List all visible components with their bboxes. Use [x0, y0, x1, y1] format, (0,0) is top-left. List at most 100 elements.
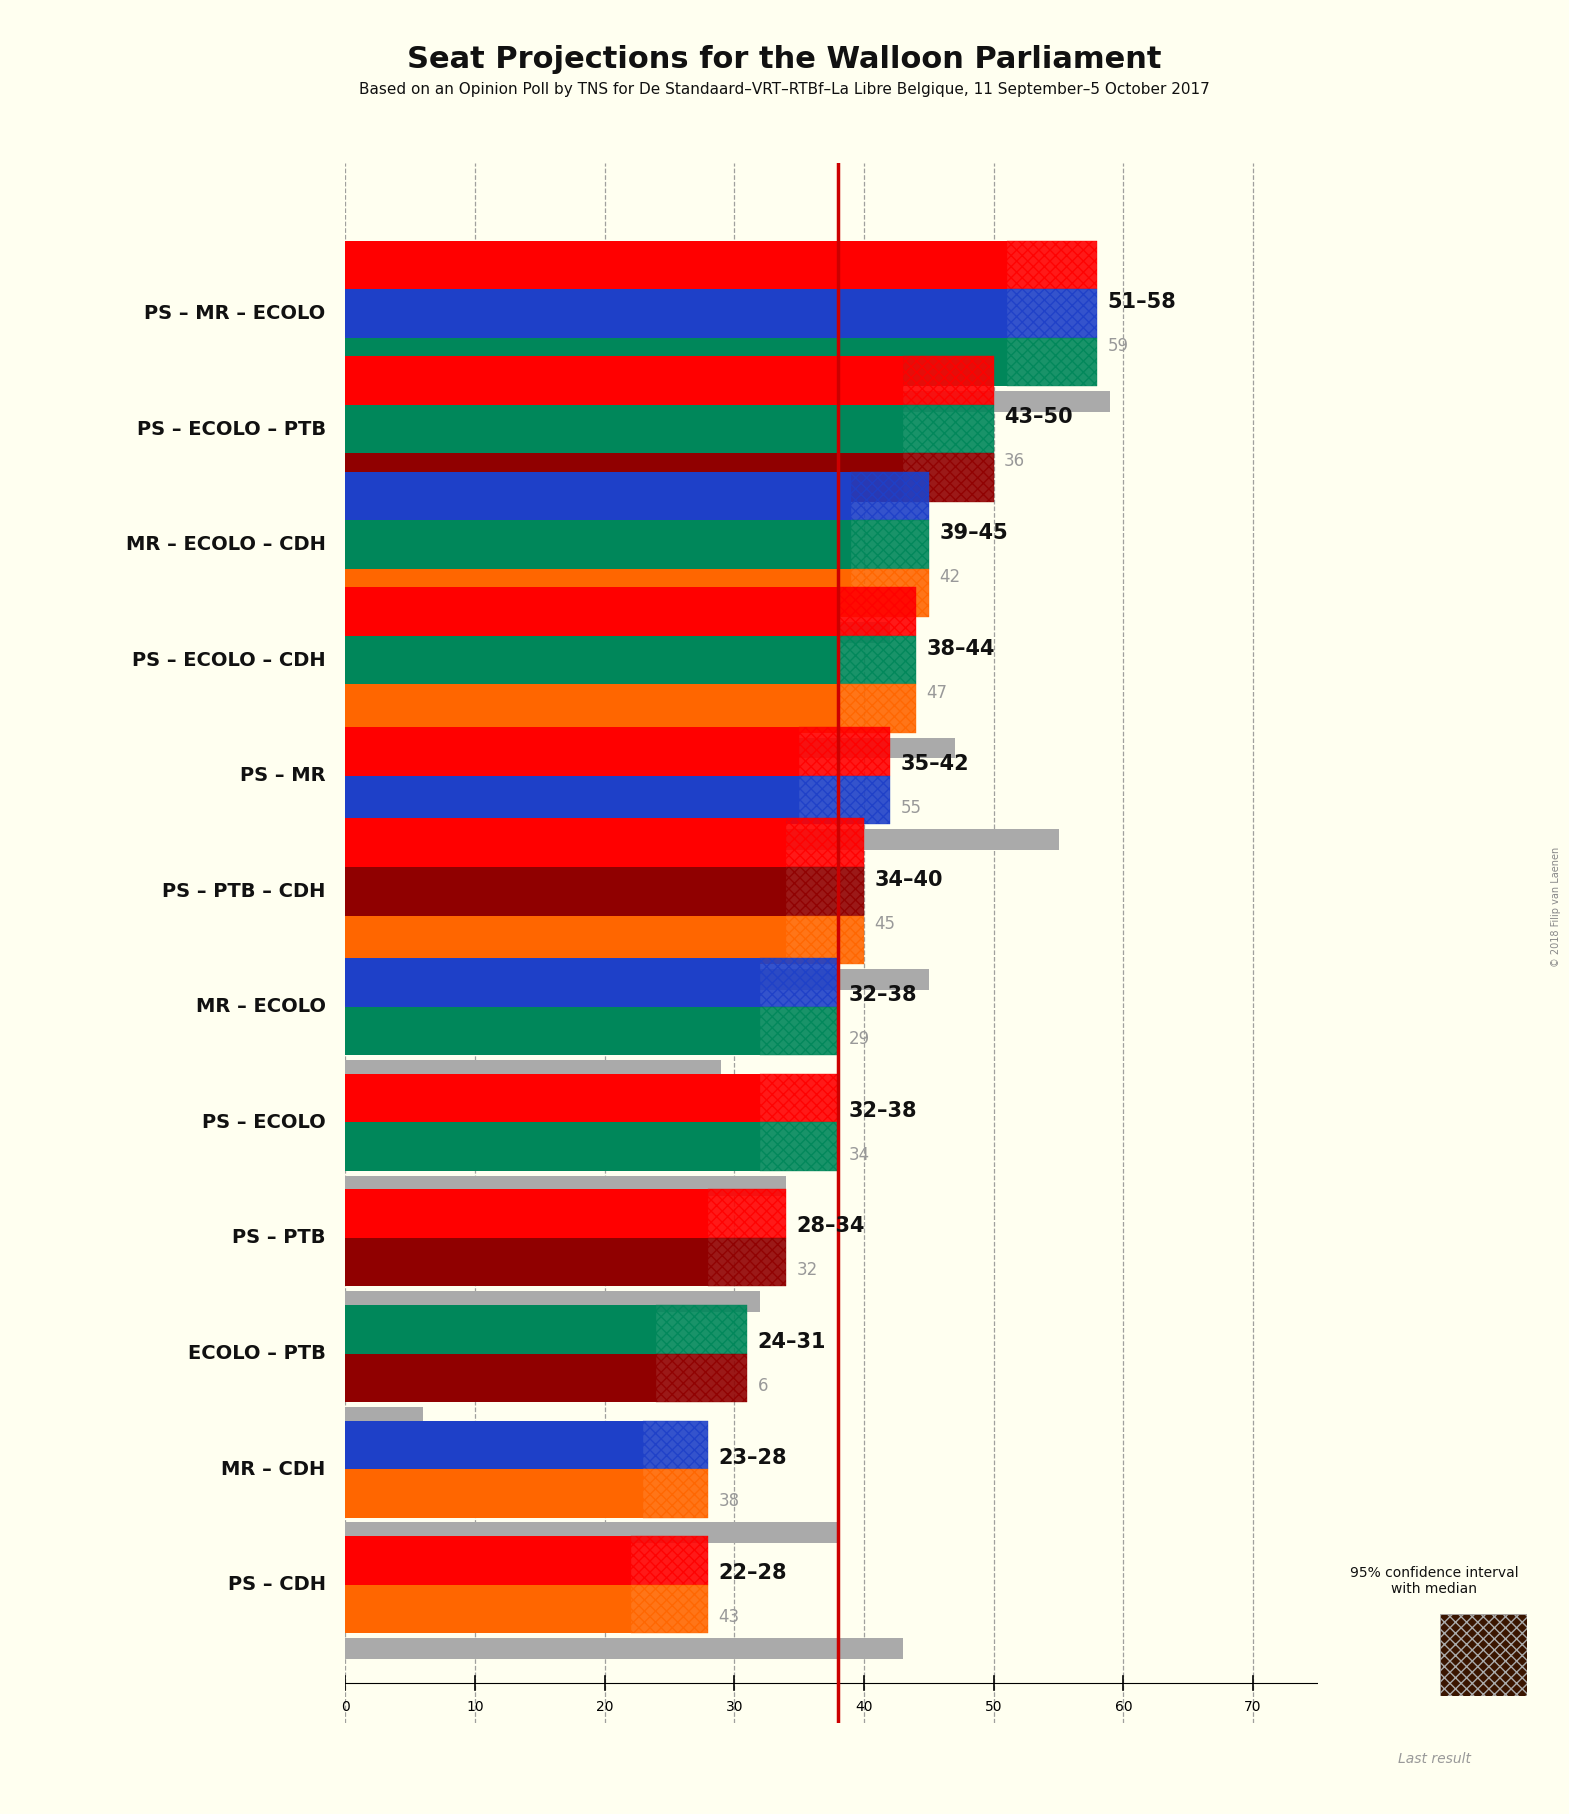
Text: 10: 10 — [466, 1700, 483, 1714]
Text: 20: 20 — [596, 1700, 613, 1714]
Bar — [345, 1190, 708, 1237]
Bar — [643, 1469, 708, 1518]
Text: 51–58: 51–58 — [1108, 292, 1177, 312]
Text: MR – CDH: MR – CDH — [221, 1460, 326, 1478]
Bar — [838, 588, 916, 637]
Text: Based on an Opinion Poll by TNS for De Standaard–VRT–RTBf–La Libre Belgique, 11 : Based on an Opinion Poll by TNS for De S… — [359, 82, 1210, 96]
Text: PS – PTB – CDH: PS – PTB – CDH — [162, 882, 326, 902]
Text: 43: 43 — [719, 1607, 741, 1625]
Text: Seat Projections for the Walloon Parliament: Seat Projections for the Walloon Parliam… — [408, 45, 1161, 74]
Text: 0: 0 — [340, 1700, 350, 1714]
Bar — [902, 356, 993, 405]
Text: 28–34: 28–34 — [797, 1217, 865, 1237]
Text: 34–40: 34–40 — [874, 869, 943, 889]
Text: 55: 55 — [901, 800, 921, 816]
Bar — [902, 454, 993, 502]
Bar — [345, 622, 890, 642]
Bar — [345, 969, 929, 989]
Text: 40: 40 — [855, 1700, 872, 1714]
Bar — [850, 472, 929, 521]
Bar — [761, 1007, 838, 1056]
Bar — [345, 241, 1007, 288]
Bar — [902, 405, 993, 454]
Text: 36: 36 — [1004, 452, 1025, 470]
Bar — [345, 1638, 902, 1658]
Text: 34: 34 — [849, 1146, 869, 1165]
Text: 50: 50 — [985, 1700, 1003, 1714]
Bar — [345, 521, 850, 570]
Bar — [631, 1536, 708, 1585]
Bar — [1007, 337, 1097, 386]
Text: 22–28: 22–28 — [719, 1564, 788, 1584]
Text: PS – MR: PS – MR — [240, 766, 326, 785]
Bar — [761, 1123, 838, 1170]
Text: 59: 59 — [1108, 337, 1128, 356]
Text: ECOLO – PTB: ECOLO – PTB — [188, 1344, 326, 1362]
Bar — [345, 506, 813, 528]
Bar — [656, 1304, 747, 1353]
Bar — [345, 405, 902, 454]
Bar — [345, 1292, 761, 1312]
Text: PS – ECOLO – PTB: PS – ECOLO – PTB — [137, 419, 326, 439]
Bar — [345, 1469, 643, 1518]
Bar — [643, 1420, 708, 1469]
Text: PS – CDH: PS – CDH — [228, 1575, 326, 1595]
Text: 45: 45 — [874, 914, 896, 932]
Bar — [345, 454, 902, 502]
Bar — [345, 356, 902, 405]
Bar — [761, 958, 838, 1007]
Text: 32–38: 32–38 — [849, 985, 916, 1005]
Text: 32: 32 — [797, 1261, 817, 1279]
Bar — [345, 684, 838, 733]
Bar — [708, 1237, 786, 1286]
Bar — [838, 637, 916, 684]
Text: MR – ECOLO: MR – ECOLO — [196, 998, 326, 1016]
Bar — [345, 1406, 424, 1428]
Bar — [1007, 241, 1097, 288]
Text: 38–44: 38–44 — [926, 639, 995, 658]
Bar — [345, 958, 761, 1007]
Bar — [1007, 288, 1097, 337]
Bar — [345, 1353, 656, 1402]
Text: 23–28: 23–28 — [719, 1448, 788, 1468]
Bar — [786, 867, 865, 916]
Text: 60: 60 — [1114, 1700, 1133, 1714]
Bar — [345, 1420, 643, 1469]
Bar — [345, 829, 1059, 849]
Text: © 2018 Filip van Laenen: © 2018 Filip van Laenen — [1552, 847, 1561, 967]
Text: 95% confidence interval
with median: 95% confidence interval with median — [1349, 1565, 1519, 1596]
Bar — [631, 1585, 708, 1633]
Bar — [799, 727, 890, 776]
Bar — [345, 867, 786, 916]
Text: 39–45: 39–45 — [940, 522, 1007, 542]
Bar — [656, 1353, 747, 1402]
Text: 43–50: 43–50 — [1004, 408, 1073, 428]
Bar — [345, 337, 1007, 386]
Text: 35–42: 35–42 — [901, 755, 970, 775]
Bar — [345, 1304, 656, 1353]
Bar — [345, 1059, 722, 1081]
Text: 70: 70 — [1244, 1700, 1261, 1714]
Bar — [708, 1190, 786, 1237]
Text: PS – PTB: PS – PTB — [232, 1228, 326, 1248]
Bar — [345, 390, 1111, 412]
Bar — [345, 1522, 838, 1544]
Bar — [345, 1123, 761, 1170]
Bar — [345, 1007, 761, 1056]
Bar — [345, 1237, 708, 1286]
Bar — [345, 916, 786, 963]
Bar — [345, 588, 838, 637]
Text: 30: 30 — [725, 1700, 744, 1714]
Text: 42: 42 — [940, 568, 960, 586]
Bar — [799, 776, 890, 824]
Text: 32–38: 32–38 — [849, 1101, 916, 1121]
Bar — [345, 1536, 631, 1585]
Bar — [345, 1175, 786, 1197]
Bar — [761, 1074, 838, 1123]
Bar — [345, 1585, 631, 1633]
Text: PS – MR – ECOLO: PS – MR – ECOLO — [144, 305, 326, 323]
Bar — [850, 521, 929, 570]
Text: PS – ECOLO – CDH: PS – ECOLO – CDH — [132, 651, 326, 669]
Bar — [345, 570, 850, 617]
Bar — [786, 916, 865, 963]
